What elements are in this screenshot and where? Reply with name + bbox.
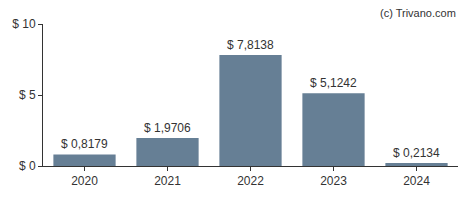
svg-text:2020: 2020 xyxy=(71,174,98,188)
svg-text:$ 5,1242: $ 5,1242 xyxy=(310,76,357,90)
svg-text:2024: 2024 xyxy=(403,174,430,188)
svg-text:2021: 2021 xyxy=(154,174,181,188)
svg-text:$ 1,9706: $ 1,9706 xyxy=(144,121,191,135)
svg-text:2022: 2022 xyxy=(237,174,264,188)
svg-text:$ 0,8179: $ 0,8179 xyxy=(61,137,108,151)
svg-text:(c) Trivano.com: (c) Trivano.com xyxy=(380,7,456,19)
svg-text:2023: 2023 xyxy=(320,174,347,188)
svg-text:$ 5: $ 5 xyxy=(19,88,36,102)
svg-text:$ 0,2134: $ 0,2134 xyxy=(393,146,440,160)
svg-text:$ 7,8138: $ 7,8138 xyxy=(227,38,274,52)
svg-text:$ 0: $ 0 xyxy=(19,159,36,173)
svg-text:$ 10: $ 10 xyxy=(12,17,36,31)
